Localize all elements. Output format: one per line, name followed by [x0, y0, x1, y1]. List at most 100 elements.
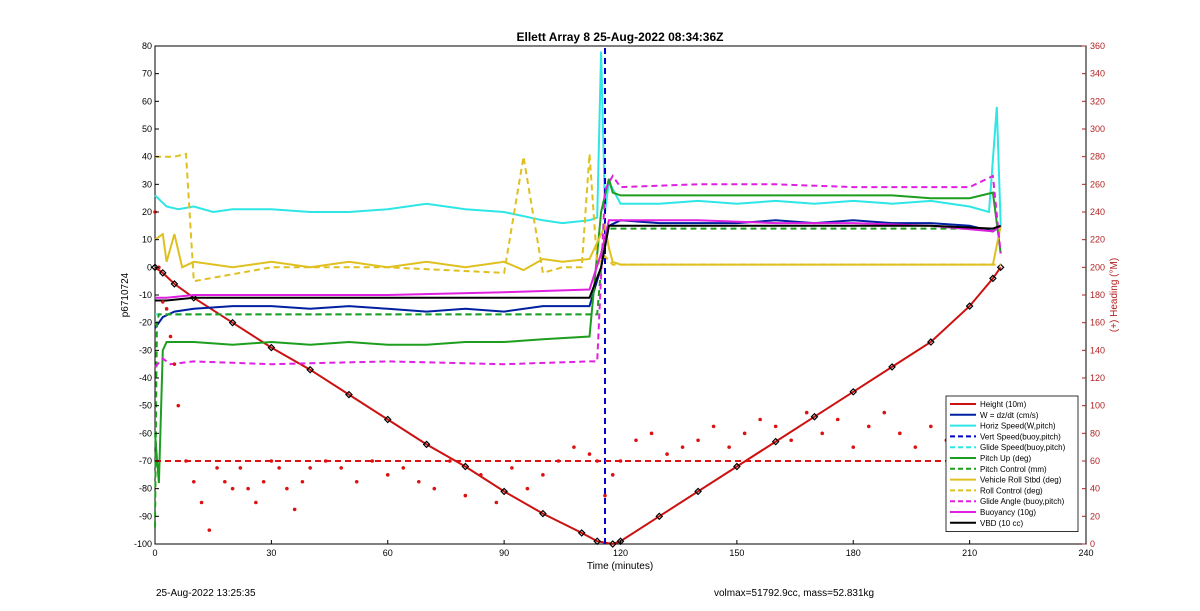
heading-point [199, 500, 204, 505]
heading-point [610, 473, 615, 477]
heading-point [789, 438, 793, 443]
right-tick-label: 160 [1090, 318, 1105, 328]
height-marker [888, 363, 896, 371]
heading-point [773, 424, 778, 429]
heading-point [238, 466, 243, 470]
series-buoyancy-10g-line [155, 219, 1002, 299]
left-tick-label: 50 [142, 124, 152, 134]
height-marker [267, 343, 276, 352]
x-tick-label: 90 [499, 548, 509, 558]
series-vbd-10-cc-line [155, 224, 1002, 302]
heading-point [176, 403, 181, 408]
heading-point [742, 431, 747, 436]
x-tick-label: 180 [846, 548, 861, 558]
left-tick-label: 70 [142, 69, 152, 79]
legend-label: Pitch Up (deg) [980, 454, 1031, 463]
heading-point [191, 479, 196, 484]
heading-point [246, 486, 250, 491]
heading-point [913, 445, 918, 449]
heading-point [207, 528, 212, 532]
series-pitch-up-deg-line [154, 178, 1002, 484]
x-tick-label: 120 [613, 548, 628, 558]
x-tick-label: 240 [1078, 548, 1093, 558]
height-marker [422, 440, 431, 449]
right-tick-label: 280 [1090, 152, 1105, 162]
x-tick-label: 150 [729, 548, 744, 558]
left-tick-label: -70 [139, 456, 152, 466]
heading-point [160, 300, 165, 304]
right-tick-label: 40 [1090, 484, 1100, 494]
legend-label: Vert Speed(buoy,pitch) [980, 432, 1061, 441]
legend-label: Horiz Speed(W,pitch) [980, 422, 1056, 431]
height-marker [539, 509, 547, 518]
legend-label: Vehicle Roll Stbd (deg) [980, 476, 1062, 485]
height-marker [608, 540, 617, 548]
height-marker [158, 269, 167, 277]
legend-label: Glide Angle (buoy,pitch) [980, 497, 1065, 506]
heading-point [401, 466, 406, 470]
right-tick-label: 100 [1090, 401, 1105, 411]
right-tick-label: 20 [1090, 511, 1100, 521]
height-marker [500, 487, 508, 496]
heading-point [665, 452, 669, 456]
heading-point [261, 479, 266, 484]
left-tick-label: -30 [139, 345, 152, 355]
heading-point [758, 417, 762, 422]
height-marker [170, 280, 179, 288]
heading-point [215, 466, 219, 470]
right-axis-label: (+) Heading (°M) [1109, 258, 1120, 332]
height-marker [771, 437, 780, 446]
heading-point [929, 424, 933, 429]
height-marker [383, 415, 392, 424]
x-axis: 0 30 60 90 120 150 180 210 240 [152, 540, 1094, 558]
heading-point [804, 410, 809, 415]
height-marker [655, 512, 664, 521]
heading-point [370, 459, 375, 463]
right-tick-label: 340 [1090, 69, 1105, 79]
height-marker [989, 274, 997, 283]
legend: Height (10m) W = dz/dt (cm/s) Horiz Speed(… [945, 395, 1079, 533]
heading-point [711, 424, 716, 429]
right-tick-label: 60 [1090, 456, 1100, 466]
right-axis: 3603403203002802602402202001801601401201… [1082, 41, 1105, 549]
heading-point [285, 486, 289, 491]
heading-point [308, 466, 312, 470]
heading-point [223, 479, 227, 484]
legend-label: Buoyancy (10g) [980, 508, 1036, 517]
left-tick-label: 0 [147, 262, 152, 272]
heading-point [416, 479, 421, 484]
heading-point [696, 438, 700, 443]
right-tick-label: 120 [1090, 373, 1105, 383]
left-tick-label: -90 [139, 511, 152, 521]
x-tick-label: 210 [962, 548, 977, 558]
height-marker [616, 537, 625, 546]
right-tick-label: 240 [1090, 207, 1105, 217]
legend-label: Height (10m) [980, 400, 1027, 409]
left-tick-label: -100 [134, 539, 152, 549]
heading-point [835, 417, 840, 422]
heading-point [479, 473, 483, 477]
legend-label: VBD (10 cc) [980, 519, 1023, 528]
heading-point [525, 486, 530, 491]
heading-point [164, 307, 169, 311]
heading-point [354, 479, 359, 484]
heading-point [339, 466, 344, 470]
heading-point [494, 500, 499, 505]
series-height-10m-line [154, 266, 1002, 546]
heading-point [649, 431, 654, 436]
heading-point [727, 445, 731, 449]
right-tick-label: 140 [1090, 345, 1105, 355]
right-tick-label: 80 [1090, 428, 1100, 438]
heading-point [432, 486, 437, 491]
heading-point [463, 493, 468, 498]
height-marker [593, 537, 602, 546]
heading-point [851, 445, 856, 449]
legend-label: Glide Speed(buoy,pitch) [980, 443, 1066, 452]
height-marker [577, 529, 586, 537]
height-marker [926, 338, 935, 346]
series-horiz-speed-w-pitch-line [154, 51, 1002, 226]
series-vehicle-roll-stbd-deg-line [154, 222, 1002, 272]
x-tick-label: 30 [266, 548, 276, 558]
left-tick-label: 20 [142, 207, 152, 217]
